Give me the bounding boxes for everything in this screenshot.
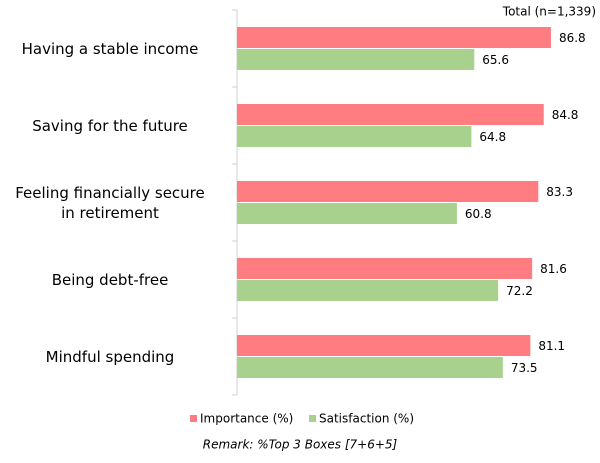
note: Total (n=1,339): [502, 5, 596, 19]
value-label: 64.8: [479, 130, 506, 144]
bar: [237, 27, 551, 48]
bar: [237, 335, 531, 356]
category-label: Feeling financially secure in retirement: [15, 183, 205, 222]
value-label: 73.5: [511, 361, 538, 375]
bar: [237, 181, 539, 202]
legend-label: Importance (%): [200, 412, 293, 426]
category-label: Having a stable income: [21, 39, 199, 58]
bar: [237, 49, 475, 70]
value-label: 81.6: [540, 262, 567, 276]
value-label: 60.8: [465, 207, 492, 221]
value-label: 72.2: [506, 284, 533, 298]
category-label: Being debt-free: [51, 270, 169, 289]
value-label: 65.6: [482, 53, 509, 67]
category-label: Mindful spending: [45, 347, 175, 366]
bar: [237, 357, 503, 378]
bar: [237, 258, 533, 279]
remark: Remark: %Top 3 Boxes [7+6+5]: [203, 438, 398, 452]
legend-swatch: [309, 415, 316, 422]
legend-swatch: [190, 415, 197, 422]
value-label: 81.1: [538, 339, 565, 353]
value-label: 84.8: [552, 108, 579, 122]
bar: [237, 104, 544, 125]
bar: [237, 126, 472, 147]
value-label: 83.3: [546, 185, 573, 199]
category-label: Saving for the future: [32, 116, 188, 135]
bar: [237, 280, 499, 301]
legend-label: Satisfaction (%): [319, 412, 414, 426]
value-label: 86.8: [559, 31, 586, 45]
bar: [237, 203, 457, 224]
